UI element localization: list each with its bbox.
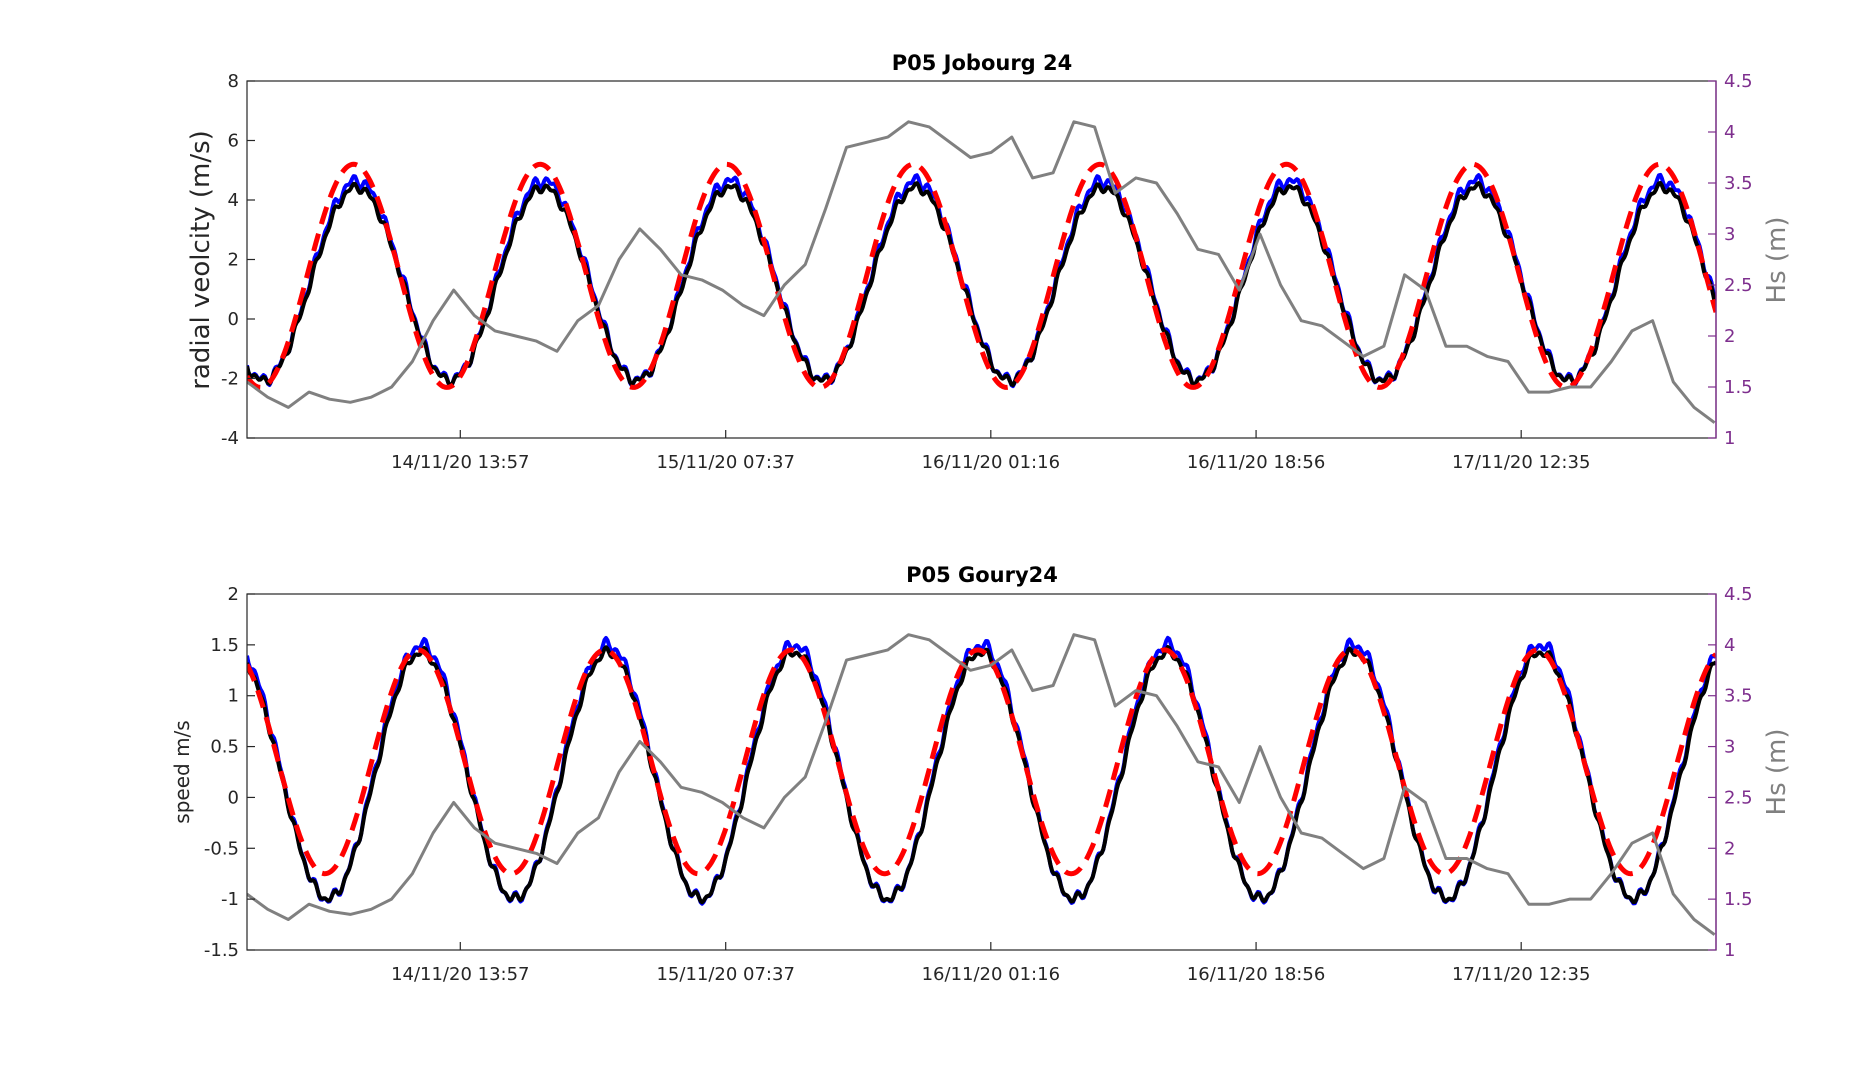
y-axis-right-label: Hs (m) bbox=[1762, 217, 1792, 304]
y-right-tick-label: 3 bbox=[1724, 224, 1735, 245]
y-right-tick-label: 1 bbox=[1724, 940, 1735, 961]
y-right-tick-label: 2 bbox=[1724, 838, 1735, 859]
y-right-tick-label: 2.5 bbox=[1724, 275, 1753, 296]
y-right-tick-label: 3.5 bbox=[1724, 686, 1753, 707]
y-tick-label: 0.5 bbox=[210, 737, 239, 758]
y-axis-label: speed m/s bbox=[170, 720, 194, 823]
y-right-tick-label: 2.5 bbox=[1724, 787, 1753, 808]
y-tick-label: 1 bbox=[228, 686, 239, 707]
y-tick-label: -2 bbox=[221, 369, 239, 390]
y-right-tick-label: 1.5 bbox=[1724, 377, 1753, 398]
panel-goury: P05 Goury24 -1.5 -1 -0.5 0 0.5 1 1.5 2 1 1.5 2 2.5 3… bbox=[170, 563, 1792, 985]
ticks-layer: -1.5 -1 -0.5 0 0.5 1 1.5 2 1 1.5 2 2.5 3 3.5 4 4.5 14/11… bbox=[204, 584, 1753, 985]
series-line-red-dashed bbox=[247, 647, 1716, 877]
ticks-layer: -4 -2 0 2 4 6 8 1 1.5 2 2.5 3 3.5 4 4.5 14/11/20 13:57 1… bbox=[221, 71, 1753, 473]
x-tick-label: 17/11/20 12:35 bbox=[1452, 452, 1590, 473]
y-tick-label: -0.5 bbox=[204, 838, 239, 859]
y-tick-label: -1.5 bbox=[204, 940, 239, 961]
y-right-tick-label: 4 bbox=[1724, 122, 1735, 143]
x-tick-label: 15/11/20 07:37 bbox=[656, 964, 794, 985]
y-tick-label: 4 bbox=[228, 190, 239, 211]
y-axis-right-label: Hs (m) bbox=[1762, 729, 1792, 816]
y-right-tick-label: 2 bbox=[1724, 326, 1735, 347]
chart-title: P05 Goury24 bbox=[906, 563, 1058, 587]
y-tick-label: 8 bbox=[228, 71, 239, 92]
series-layer bbox=[247, 633, 1716, 936]
chart-title: P05 Jobourg 24 bbox=[892, 51, 1073, 75]
x-tick-label: 14/11/20 13:57 bbox=[391, 964, 529, 985]
y-right-tick-label: 3 bbox=[1724, 737, 1735, 758]
y-tick-label: -4 bbox=[221, 428, 239, 449]
x-tick-label: 16/11/20 18:56 bbox=[1187, 452, 1325, 473]
panel-jobourg: P05 Jobourg 24 -4 -2 0 2 4 6 8 1 1.5 2 2.5 3 3.5 4 4.5… bbox=[186, 51, 1792, 473]
y-tick-label: 2 bbox=[228, 250, 239, 271]
x-tick-label: 16/11/20 01:16 bbox=[922, 964, 1060, 985]
y-tick-label: -1 bbox=[221, 889, 239, 910]
y-right-tick-label: 3.5 bbox=[1724, 173, 1753, 194]
y-right-tick-label: 1.5 bbox=[1724, 889, 1753, 910]
series-layer bbox=[247, 120, 1716, 424]
series-line-black bbox=[247, 181, 1716, 388]
x-tick-label: 16/11/20 18:56 bbox=[1187, 964, 1325, 985]
y-right-tick-label: 4 bbox=[1724, 635, 1735, 656]
x-tick-label: 14/11/20 13:57 bbox=[391, 452, 529, 473]
series-line-red-dashed bbox=[247, 161, 1716, 390]
y-right-tick-label: 1 bbox=[1724, 428, 1735, 449]
y-right-tick-label: 4.5 bbox=[1724, 584, 1753, 605]
y-tick-label: 2 bbox=[228, 584, 239, 605]
y-axis-label: radial veolcity (m/s) bbox=[186, 130, 216, 390]
y-tick-label: 1.5 bbox=[210, 635, 239, 656]
series-line-gray-Hs bbox=[247, 120, 1716, 424]
x-tick-label: 15/11/20 07:37 bbox=[656, 452, 794, 473]
series-line-gray-Hs bbox=[247, 633, 1716, 936]
y-tick-label: 0 bbox=[228, 309, 239, 330]
x-tick-label: 16/11/20 01:16 bbox=[922, 452, 1060, 473]
x-tick-label: 17/11/20 12:35 bbox=[1452, 964, 1590, 985]
y-tick-label: 0 bbox=[228, 787, 239, 808]
y-right-tick-label: 4.5 bbox=[1724, 71, 1753, 92]
y-tick-label: 6 bbox=[228, 131, 239, 152]
